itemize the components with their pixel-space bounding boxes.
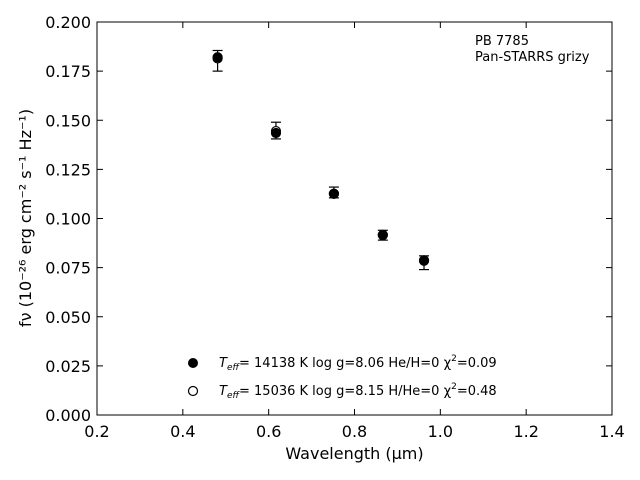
tick-group: 0.2 0.4 0.6 0.8 1.0 1.2 1.4 0.000 0.025 0.050 0.07… (45, 13, 625, 441)
x-tick-label: 0.4 (170, 422, 195, 441)
x-tick-label: 1.4 (599, 422, 624, 441)
legend-entry-1: Teff= 14138 K log g=8.06 He/H=0 χ2=0.09 (219, 354, 497, 373)
annotation-line-1: PB 7785 (475, 34, 529, 49)
x-axis-label: Wavelength (μm) (285, 444, 423, 463)
marker-group (212, 52, 430, 266)
model-point-filled (270, 127, 282, 139)
legend-entry-2: Teff= 15036 K log g=8.15 H/He=0 χ2=0.48 (219, 382, 497, 401)
plot-area (96, 21, 613, 416)
x-tick-label: 1.0 (428, 422, 453, 441)
model-point-filled (377, 229, 388, 240)
x-tick-label: 0.2 (84, 422, 109, 441)
y-tick-label: 0.200 (45, 13, 91, 32)
legend-marker-open (187, 385, 199, 397)
legend-marker-filled (188, 358, 198, 368)
legend: Teff= 14138 K log g=8.06 He/H=0 χ2=0.09 … (187, 354, 497, 401)
y-tick-label: 0.100 (45, 210, 91, 229)
y-axis-label: fν (10⁻²⁶ erg cm⁻² s⁻¹ Hz⁻¹) (16, 109, 35, 327)
x-tick-label: 0.6 (256, 422, 281, 441)
y-tick-label: 0.025 (45, 357, 91, 376)
x-tick-label: 0.8 (342, 422, 367, 441)
y-tick-label: 0.075 (45, 259, 91, 278)
y-tick-label: 0.050 (45, 308, 91, 327)
model-point-filled (328, 188, 339, 199)
y-tick-label: 0.175 (45, 62, 91, 81)
model-point-filled (418, 255, 430, 266)
annotation-line-2: Pan-STARRS grizy (475, 50, 590, 65)
y-tick-label: 0.000 (45, 406, 91, 425)
y-tick-label: 0.150 (45, 111, 91, 130)
x-tick-label: 1.2 (513, 422, 538, 441)
model-point-filled (212, 52, 223, 63)
y-tick-label: 0.125 (45, 160, 91, 179)
